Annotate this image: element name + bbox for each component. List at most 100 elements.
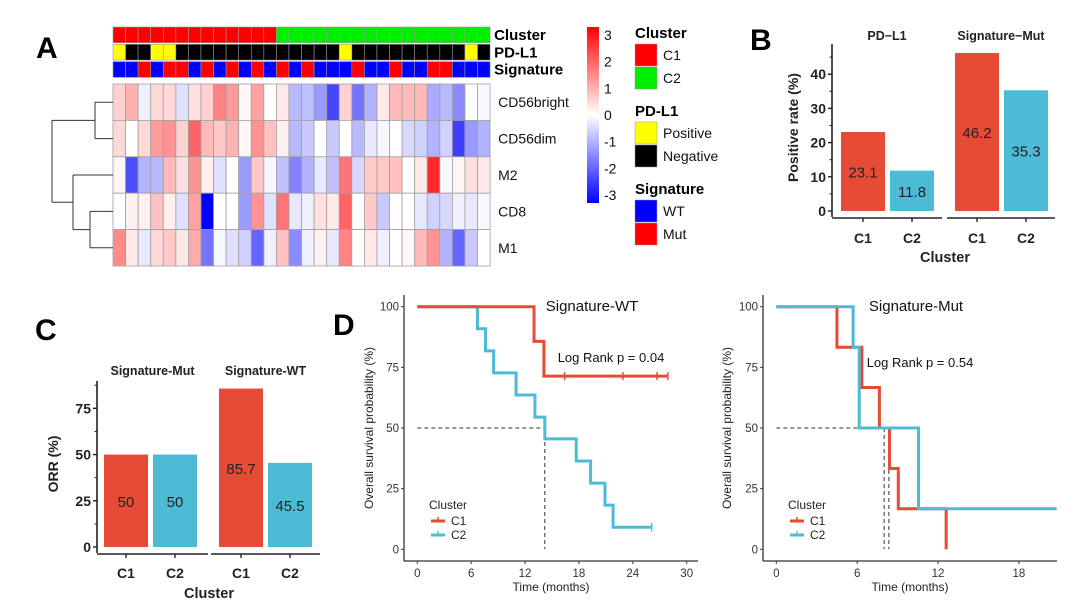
annotation-cell-pd-l1 bbox=[464, 43, 478, 61]
y-tick-label: 50 bbox=[745, 423, 758, 435]
heatmap-cell bbox=[451, 83, 466, 121]
annotation-cell-pd-l1 bbox=[313, 43, 327, 61]
heatmap-cell bbox=[213, 83, 227, 121]
row-label: CD56bright bbox=[498, 94, 569, 110]
x-tick-label: C2 bbox=[166, 565, 184, 581]
heatmap-cell bbox=[238, 192, 252, 230]
heatmap-cell bbox=[250, 120, 265, 158]
heatmap-cell bbox=[351, 192, 365, 230]
heatmap-cell bbox=[477, 156, 491, 194]
colorbar-tick-label: 3 bbox=[604, 27, 612, 43]
legend-title: Cluster bbox=[635, 25, 687, 42]
y-tick-label: 75 bbox=[386, 362, 399, 374]
y-tick-label: 0 bbox=[752, 544, 758, 556]
annotation-cell-pd-l1 bbox=[426, 43, 441, 61]
annotation-cell-cluster bbox=[439, 26, 453, 44]
annotation-label: PD-L1 bbox=[494, 44, 537, 61]
heatmap-cell bbox=[363, 156, 378, 194]
heatmap-cell bbox=[175, 83, 189, 121]
heatmap-cell bbox=[301, 120, 315, 158]
heatmap-cell bbox=[225, 120, 240, 158]
heatmap-cell bbox=[363, 229, 378, 267]
bar-value-label: 50 bbox=[118, 494, 135, 511]
x-tick-label: 0 bbox=[773, 568, 779, 580]
heatmap-cell bbox=[414, 229, 428, 267]
heatmap-cell bbox=[213, 192, 227, 230]
y-tick-label: 25 bbox=[386, 484, 399, 496]
heatmap-cell bbox=[225, 192, 240, 230]
annotation-cell-pd-l1 bbox=[250, 43, 265, 61]
heatmap-cell bbox=[150, 120, 164, 158]
annotation-cell-pd-l1 bbox=[301, 43, 315, 61]
annotation-cell-signature bbox=[426, 61, 441, 78]
heatmap-cell bbox=[351, 156, 365, 194]
annotation-cell-signature bbox=[326, 61, 340, 78]
pvalue-annotation: Log Rank p = 0.04 bbox=[558, 350, 665, 365]
heatmap-panel: ClusterPD-L1SignatureCD56brightCD56dimM2… bbox=[51, 25, 718, 267]
legend-swatch bbox=[634, 66, 658, 90]
annotation-cell-cluster bbox=[125, 26, 139, 44]
heatmap-cell bbox=[464, 229, 478, 267]
legend-swatch bbox=[634, 144, 658, 168]
heatmap-cell bbox=[426, 156, 441, 194]
bar-c1 bbox=[841, 131, 885, 211]
annotation-cell-signature bbox=[112, 61, 126, 78]
annotation-cell-pd-l1 bbox=[477, 43, 491, 61]
annotation-cell-pd-l1 bbox=[389, 43, 403, 61]
positive-rate-bar-panel: 0 10 20 30 40 Positive rate (%) PD−L1 23.1 C1 11.… bbox=[785, 29, 1055, 266]
annotation-cell-cluster bbox=[326, 26, 340, 44]
heatmap-cell bbox=[137, 156, 152, 194]
heatmap-cell bbox=[464, 192, 478, 230]
annotation-cell-signature bbox=[376, 61, 390, 78]
legend-item-label: C1 bbox=[810, 514, 826, 528]
heatmap-cell bbox=[188, 156, 202, 194]
heatmap-cell bbox=[288, 156, 302, 194]
annotation-cell-signature bbox=[288, 61, 302, 78]
heatmap-cell bbox=[250, 156, 265, 194]
bar-c2 bbox=[1004, 90, 1048, 211]
heatmap-cell bbox=[338, 192, 353, 230]
heatmap-cell bbox=[225, 229, 240, 267]
heatmap-cell bbox=[389, 192, 403, 230]
heatmap-cell bbox=[464, 83, 478, 121]
heatmap-cell bbox=[301, 192, 315, 230]
heatmap-cell bbox=[477, 192, 491, 230]
annotation-cell-signature bbox=[276, 61, 290, 78]
annotation-cell-signature bbox=[200, 61, 214, 78]
annotation-cell-pd-l1 bbox=[276, 43, 290, 61]
y-tick-label: 75 bbox=[75, 400, 91, 416]
heatmap-cell bbox=[137, 120, 152, 158]
legend-item-label: Positive bbox=[663, 125, 712, 141]
heatmap-cell bbox=[288, 229, 302, 267]
heatmap-cell bbox=[313, 156, 328, 194]
annotation-cell-signature bbox=[238, 61, 252, 78]
heatmap-cell bbox=[477, 83, 491, 121]
annotation-cell-signature bbox=[401, 61, 415, 78]
annotation-cell-pd-l1 bbox=[162, 43, 177, 61]
annotation-cell-signature bbox=[137, 61, 152, 78]
heatmap-cell bbox=[175, 192, 189, 230]
x-tick-label: C2 bbox=[1017, 230, 1035, 246]
annotation-cell-pd-l1 bbox=[414, 43, 428, 61]
annotation-cell-pd-l1 bbox=[338, 43, 353, 61]
heatmap-cell bbox=[263, 120, 277, 158]
annotation-cell-pd-l1 bbox=[326, 43, 340, 61]
x-tick-label: C2 bbox=[281, 565, 299, 581]
annotation-cell-pd-l1 bbox=[452, 43, 466, 61]
facet-title: Signature−Mut bbox=[957, 29, 1045, 43]
bar-c1 bbox=[219, 388, 263, 547]
y-tick-label: 0 bbox=[83, 539, 91, 555]
bar-c1 bbox=[955, 52, 999, 211]
annotation-cell-cluster bbox=[452, 26, 466, 44]
annotation-cell-signature bbox=[452, 61, 466, 78]
legend-item-label: C2 bbox=[451, 528, 467, 542]
annotation-cell-signature bbox=[213, 61, 227, 78]
x-axis-label: Cluster bbox=[920, 250, 970, 266]
heatmap-cell bbox=[326, 156, 340, 194]
heatmap-cell bbox=[213, 229, 227, 267]
legend-item-label: WT bbox=[663, 203, 685, 219]
heatmap-cell bbox=[426, 229, 441, 267]
facet-title: PD−L1 bbox=[867, 29, 906, 43]
annotation-cell-cluster bbox=[112, 26, 126, 44]
bar-value-label: 45.5 bbox=[275, 498, 304, 515]
